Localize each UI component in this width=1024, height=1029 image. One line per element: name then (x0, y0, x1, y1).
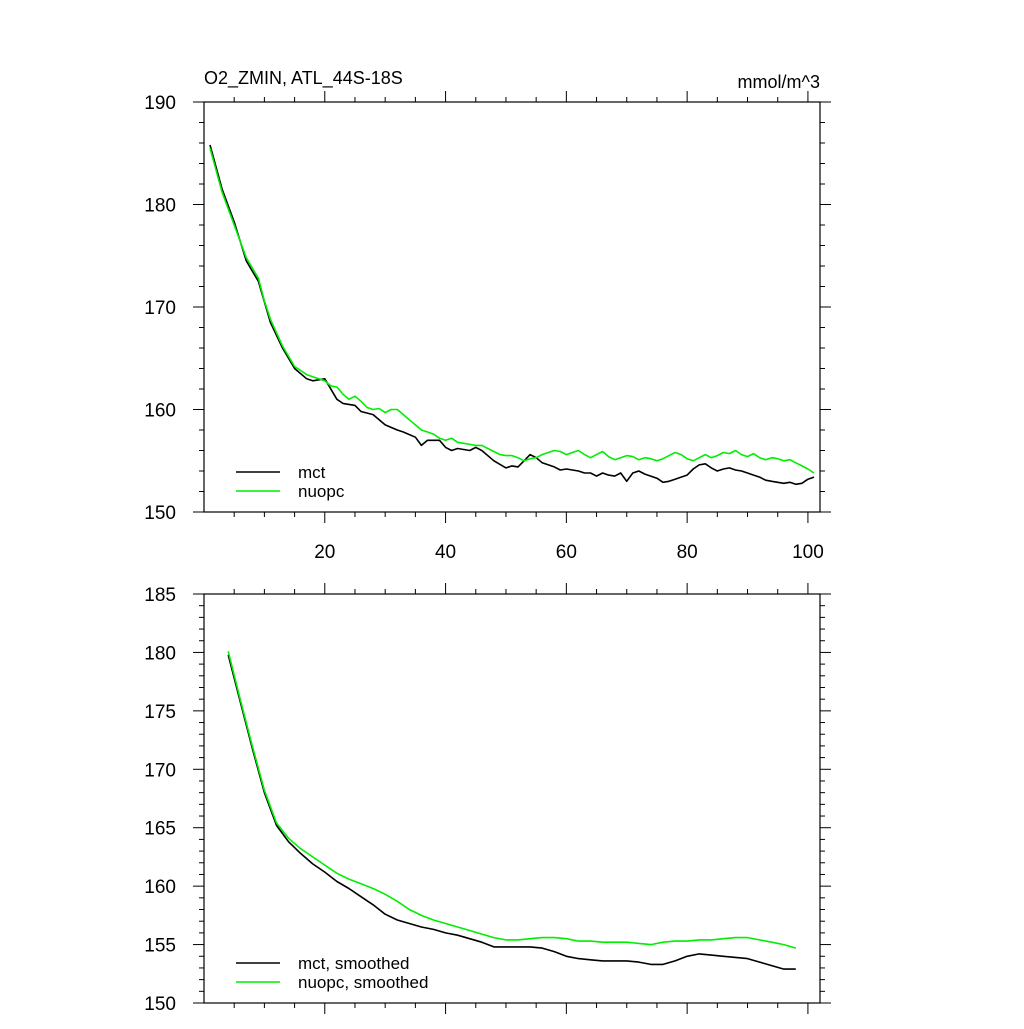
y-tick-label: 150 (144, 503, 176, 524)
series-line-mct-smoothed (227, 654, 796, 970)
x-tick-label: 20 (314, 542, 335, 563)
series-line-nuopc-smoothed (227, 651, 797, 949)
x-tick-label: 40 (435, 542, 456, 563)
units-label: mmol/m^3 (738, 72, 820, 92)
y-tick-label: 155 (144, 936, 176, 957)
chart-panel-2: 150 155 160 165 170 175 180 185 mct, smoothednuo… (144, 583, 831, 1015)
x-tick-label: 80 (677, 542, 698, 563)
y-tick-label: 180 (144, 196, 176, 217)
y-tick-label: 175 (144, 702, 176, 723)
chart-title: O2_ZMIN, ATL_44S-18S (204, 68, 403, 89)
series-line-mct (209, 144, 815, 486)
x-tick-label: 60 (556, 542, 577, 563)
series-line-nuopc (209, 147, 815, 474)
y-tick-label: 165 (144, 819, 176, 840)
chart-panel-1: 150 160 170 180 190 20 40 60 80 100 O2_ZMIN, ATL_4… (144, 68, 831, 563)
legend-label: nuopc, smoothed (298, 973, 428, 992)
y-tick-label: 185 (144, 585, 176, 606)
y-tick-label: 170 (144, 760, 176, 781)
legend-label: mct, smoothed (298, 954, 410, 973)
y-tick-label: 180 (144, 643, 176, 664)
legend-label: nuopc (298, 482, 345, 501)
y-tick-label: 170 (144, 298, 176, 319)
y-tick-label: 150 (144, 994, 176, 1015)
y-tick-label: 160 (144, 401, 176, 422)
plot-frame (203, 101, 821, 513)
plot-frame (203, 593, 821, 1004)
y-tick-label: 160 (144, 877, 176, 898)
legend-label: mct (298, 463, 326, 482)
y-tick-label: 190 (144, 93, 176, 114)
x-tick-label: 100 (792, 542, 824, 563)
